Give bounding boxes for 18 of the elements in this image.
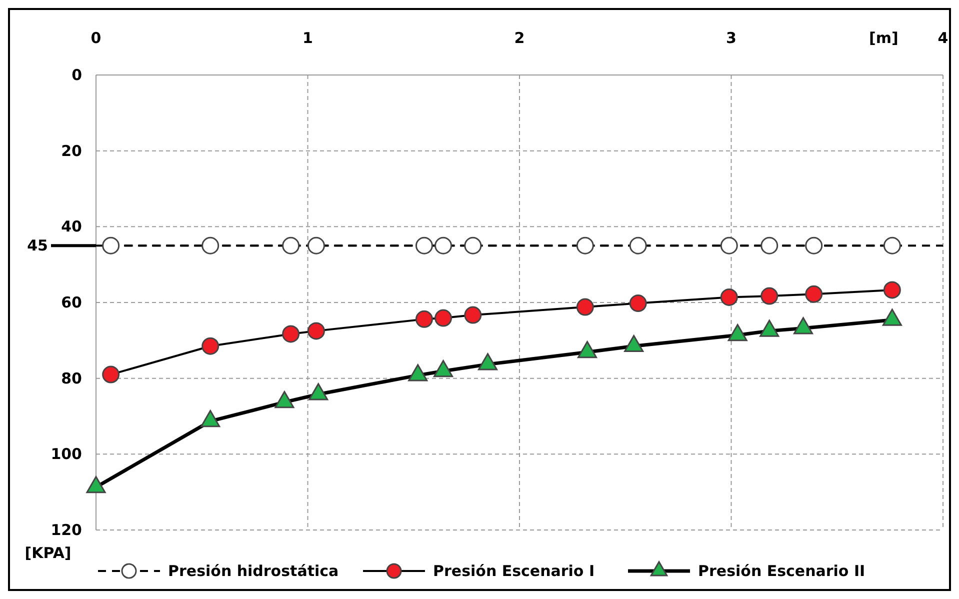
legend-label: Presión Escenario I (433, 562, 595, 580)
y-tick-label: 20 (61, 142, 82, 160)
legend-label: Presión Escenario II (698, 562, 866, 580)
y-tick-label: 100 (50, 445, 82, 464)
x-tick-label: 3 (726, 29, 736, 47)
y-tick-label: 60 (61, 294, 82, 312)
legend-label: Presión hidrostática (168, 562, 339, 580)
x-tick-label: 0 (90, 29, 102, 47)
y-tick-label: 0 (72, 66, 82, 84)
x-tick-label: 2 (514, 29, 525, 47)
x-axis-title: [m] (869, 29, 898, 47)
y-axis-title: [KPA] (24, 544, 72, 562)
x-tick-label: 4 (938, 29, 948, 47)
x-tick-label: 1 (302, 29, 313, 47)
y-tick-label: 80 (61, 369, 82, 388)
ref-line-label: 45 (27, 236, 48, 255)
y-tick-label: 40 (61, 218, 82, 236)
y-tick-label: 120 (50, 521, 82, 539)
